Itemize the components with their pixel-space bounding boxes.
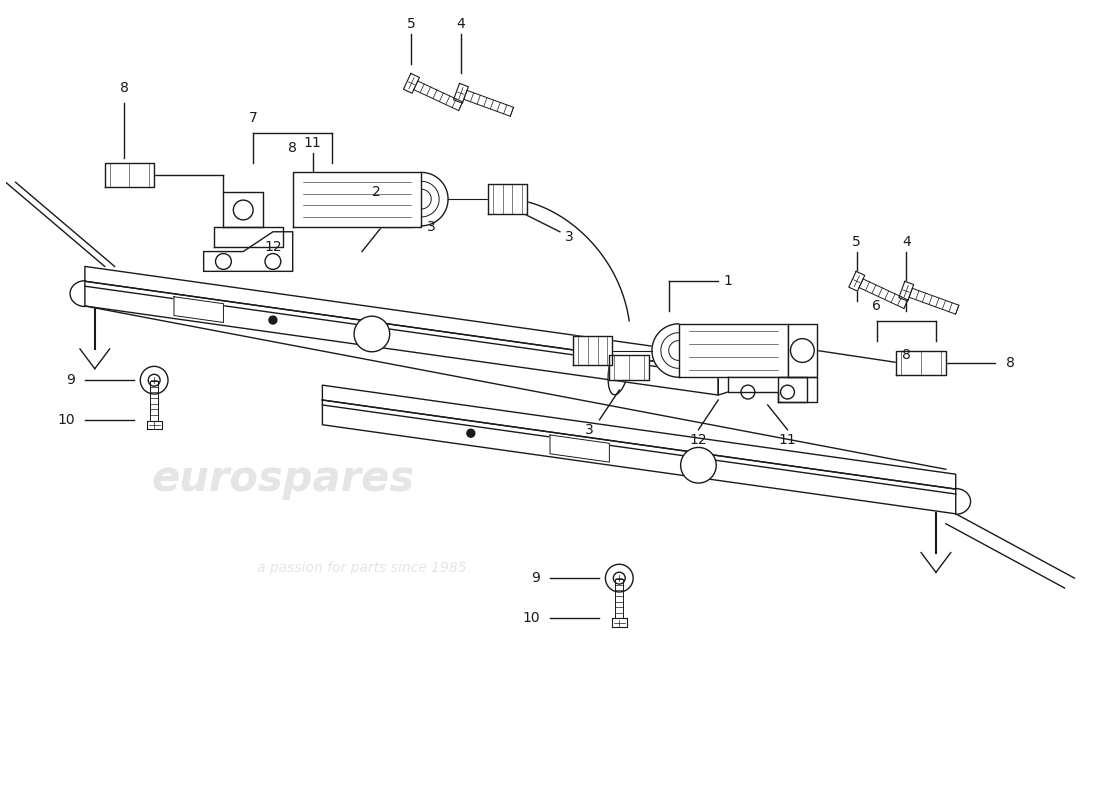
Polygon shape: [899, 282, 914, 301]
Text: 9: 9: [66, 374, 75, 387]
Text: 4: 4: [456, 17, 465, 31]
Text: 8: 8: [288, 141, 297, 154]
Circle shape: [354, 316, 389, 352]
Circle shape: [141, 366, 168, 394]
Text: 5: 5: [852, 234, 861, 249]
Polygon shape: [421, 172, 448, 227]
Text: 11: 11: [304, 136, 321, 150]
Polygon shape: [223, 192, 263, 227]
Polygon shape: [213, 227, 283, 246]
Text: 3: 3: [565, 230, 574, 244]
Circle shape: [148, 374, 161, 386]
Text: 2: 2: [373, 185, 382, 199]
Polygon shape: [104, 162, 154, 187]
Text: 1: 1: [724, 274, 733, 288]
Text: 3: 3: [585, 422, 594, 437]
Polygon shape: [322, 385, 956, 489]
Text: 12: 12: [264, 240, 282, 254]
Text: 6: 6: [872, 299, 881, 313]
Polygon shape: [293, 172, 421, 227]
Text: 7: 7: [249, 111, 257, 125]
Circle shape: [681, 447, 716, 483]
Text: 10: 10: [57, 413, 75, 426]
Polygon shape: [788, 324, 817, 378]
Polygon shape: [85, 282, 718, 395]
Circle shape: [270, 316, 277, 324]
Circle shape: [605, 564, 634, 592]
Polygon shape: [146, 421, 162, 429]
Polygon shape: [728, 378, 807, 402]
Polygon shape: [453, 83, 469, 103]
Polygon shape: [609, 355, 649, 380]
Polygon shape: [487, 184, 527, 214]
Polygon shape: [550, 435, 609, 462]
Polygon shape: [70, 281, 85, 306]
Polygon shape: [652, 324, 679, 378]
Polygon shape: [573, 336, 613, 366]
Polygon shape: [896, 350, 946, 375]
Polygon shape: [85, 266, 718, 370]
Polygon shape: [204, 232, 293, 271]
Polygon shape: [718, 370, 758, 395]
Polygon shape: [322, 400, 956, 514]
Polygon shape: [679, 324, 788, 378]
Text: 12: 12: [690, 433, 707, 446]
Text: 5: 5: [407, 17, 416, 31]
Text: 3: 3: [427, 220, 436, 234]
Polygon shape: [404, 74, 419, 94]
Text: 4: 4: [902, 234, 911, 249]
Text: eurospares: eurospares: [152, 458, 415, 500]
Text: 9: 9: [531, 571, 540, 585]
Text: 8: 8: [902, 349, 911, 362]
Text: 8: 8: [120, 82, 129, 95]
Polygon shape: [612, 618, 627, 627]
Text: a passion for parts since 1985: a passion for parts since 1985: [257, 562, 466, 575]
Polygon shape: [174, 297, 223, 322]
Text: 10: 10: [522, 610, 540, 625]
Polygon shape: [293, 400, 322, 425]
Text: 11: 11: [779, 433, 796, 446]
Text: 8: 8: [1005, 356, 1014, 370]
Circle shape: [466, 430, 475, 438]
Polygon shape: [956, 489, 970, 514]
Circle shape: [614, 572, 625, 584]
Polygon shape: [849, 271, 865, 291]
Polygon shape: [778, 378, 817, 402]
